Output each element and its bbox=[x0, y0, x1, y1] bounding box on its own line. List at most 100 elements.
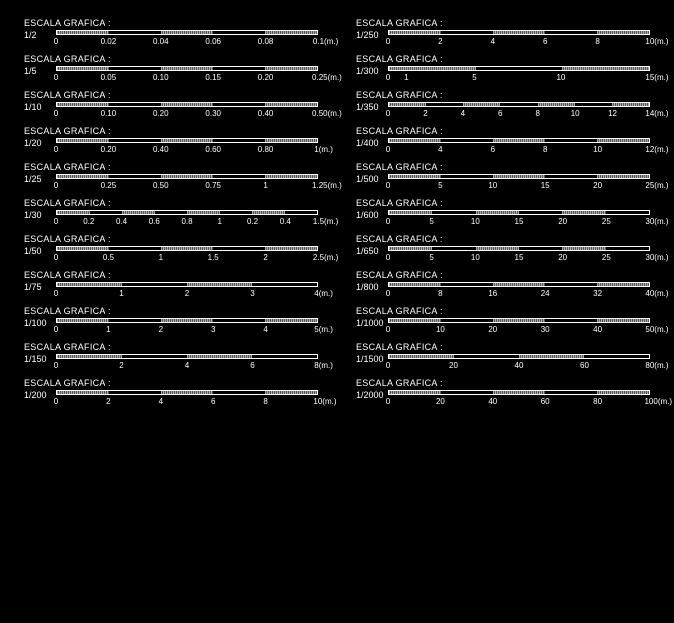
scale-ticks: 020406080(m.) bbox=[388, 361, 650, 371]
tick-label: 8 bbox=[543, 145, 547, 154]
scale-title: ESCALA GRAFICA : bbox=[24, 90, 318, 100]
tick-label: 0 bbox=[54, 73, 58, 82]
tick-label: 5 bbox=[429, 253, 433, 262]
tick-label: 12(m.) bbox=[645, 145, 668, 154]
scale-bar bbox=[56, 174, 318, 179]
scale-ratio: 1/1500 bbox=[356, 354, 388, 364]
tick-label: 2 bbox=[263, 253, 267, 262]
tick-label: 8 bbox=[438, 289, 442, 298]
tick-label: 15 bbox=[515, 253, 524, 262]
tick-label: 24 bbox=[541, 289, 550, 298]
scale-ticks: 02468101214(m.) bbox=[388, 109, 650, 119]
scale-title: ESCALA GRAFICA : bbox=[356, 18, 650, 28]
tick-label: 0 bbox=[54, 181, 58, 190]
scale-ticks: 051015202530(m.) bbox=[388, 253, 650, 263]
scale-bar bbox=[56, 246, 318, 251]
tick-label: 1.5(m.) bbox=[313, 217, 338, 226]
scale-ratio: 1/2000 bbox=[356, 390, 388, 400]
tick-label: 10 bbox=[556, 73, 565, 82]
tick-label: 0 bbox=[54, 145, 58, 154]
scale-title: ESCALA GRAFICA : bbox=[356, 54, 650, 64]
scale-ratio: 1/1000 bbox=[356, 318, 388, 328]
scale-title: ESCALA GRAFICA : bbox=[24, 270, 318, 280]
scale-block: ESCALA GRAFICA :1/100001020304050(m.) bbox=[356, 306, 650, 335]
tick-label: 1 bbox=[218, 217, 222, 226]
tick-label: 0.20 bbox=[101, 145, 117, 154]
scale-ticks: 00.511.522.5(m.) bbox=[56, 253, 318, 263]
scale-title: ESCALA GRAFICA : bbox=[24, 198, 318, 208]
tick-label: 0.2 bbox=[247, 217, 258, 226]
tick-label: 0 bbox=[54, 289, 58, 298]
scale-block: ESCALA GRAFICA :1/35002468101214(m.) bbox=[356, 90, 650, 119]
scale-bar bbox=[388, 174, 650, 179]
tick-label: 1(m.) bbox=[314, 145, 333, 154]
tick-label: 30(m.) bbox=[645, 217, 668, 226]
scale-ratio: 1/30 bbox=[24, 210, 56, 220]
tick-label: 4 bbox=[263, 325, 267, 334]
scale-title: ESCALA GRAFICA : bbox=[356, 90, 650, 100]
scale-bar bbox=[388, 210, 650, 215]
scale-bar bbox=[56, 390, 318, 395]
scale-ticks: 051015202530(m.) bbox=[388, 217, 650, 227]
scale-block: ESCALA GRAFICA :1/500.050.100.150.200.25… bbox=[24, 54, 318, 83]
tick-label: 0.2 bbox=[83, 217, 94, 226]
tick-label: 8(m.) bbox=[314, 361, 333, 370]
tick-label: 0 bbox=[386, 109, 390, 118]
scale-title: ESCALA GRAFICA : bbox=[356, 126, 650, 136]
tick-label: 2.5(m.) bbox=[313, 253, 338, 262]
scale-block: ESCALA GRAFICA :1/650051015202530(m.) bbox=[356, 234, 650, 263]
tick-label: 1.5 bbox=[208, 253, 219, 262]
scale-bar bbox=[56, 30, 318, 35]
tick-label: 20 bbox=[558, 253, 567, 262]
scale-ratio: 1/250 bbox=[356, 30, 388, 40]
tick-label: 0.6 bbox=[149, 217, 160, 226]
scale-ratio: 1/400 bbox=[356, 138, 388, 148]
tick-label: 14(m.) bbox=[645, 109, 668, 118]
tick-label: 2 bbox=[423, 109, 427, 118]
tick-label: 0.80 bbox=[258, 145, 274, 154]
tick-label: 0.50 bbox=[153, 181, 169, 190]
tick-label: 15(m.) bbox=[645, 73, 668, 82]
scale-ratio: 1/350 bbox=[356, 102, 388, 112]
scale-bar bbox=[388, 318, 650, 323]
tick-label: 6 bbox=[543, 37, 547, 46]
scale-ticks: 0510152025(m.) bbox=[388, 181, 650, 191]
scale-bar bbox=[388, 102, 650, 107]
tick-label: 0 bbox=[386, 73, 390, 82]
tick-label: 20 bbox=[593, 181, 602, 190]
tick-label: 0 bbox=[386, 145, 390, 154]
scale-title: ESCALA GRAFICA : bbox=[24, 378, 318, 388]
scale-bar bbox=[56, 354, 318, 359]
tick-label: 0.40 bbox=[258, 109, 274, 118]
scale-bar bbox=[56, 210, 318, 215]
scale-block: ESCALA GRAFICA :1/600051015202530(m.) bbox=[356, 198, 650, 227]
tick-label: 0.25(m.) bbox=[312, 73, 342, 82]
tick-label: 25 bbox=[602, 217, 611, 226]
tick-label: 0 bbox=[54, 109, 58, 118]
scale-title: ESCALA GRAFICA : bbox=[24, 126, 318, 136]
tick-label: 20 bbox=[558, 217, 567, 226]
tick-label: 2 bbox=[106, 397, 110, 406]
tick-label: 0.1(m.) bbox=[313, 37, 338, 46]
tick-label: 100(m.) bbox=[644, 397, 672, 406]
scale-block: ESCALA GRAFICA :1/1000.100.200.300.400.5… bbox=[24, 90, 318, 119]
scale-ticks: 00.250.500.7511.25(m.) bbox=[56, 181, 318, 191]
tick-label: 0.4 bbox=[116, 217, 127, 226]
tick-label: 0.4 bbox=[280, 217, 291, 226]
tick-label: 1 bbox=[106, 325, 110, 334]
tick-label: 40 bbox=[488, 397, 497, 406]
tick-label: 3 bbox=[250, 289, 254, 298]
tick-label: 0 bbox=[386, 37, 390, 46]
tick-label: 30(m.) bbox=[645, 253, 668, 262]
scale-ticks: 01020304050(m.) bbox=[388, 325, 650, 335]
tick-label: 0.30 bbox=[205, 109, 221, 118]
scale-block: ESCALA GRAFICA :1/7501234(m.) bbox=[24, 270, 318, 299]
tick-label: 0 bbox=[386, 181, 390, 190]
scale-ticks: 00.100.200.300.400.50(m.) bbox=[56, 109, 318, 119]
tick-label: 5 bbox=[438, 181, 442, 190]
scale-title: ESCALA GRAFICA : bbox=[24, 306, 318, 316]
scale-title: ESCALA GRAFICA : bbox=[356, 342, 650, 352]
tick-label: 2 bbox=[185, 289, 189, 298]
scale-bar bbox=[388, 390, 650, 395]
tick-label: 25(m.) bbox=[645, 181, 668, 190]
